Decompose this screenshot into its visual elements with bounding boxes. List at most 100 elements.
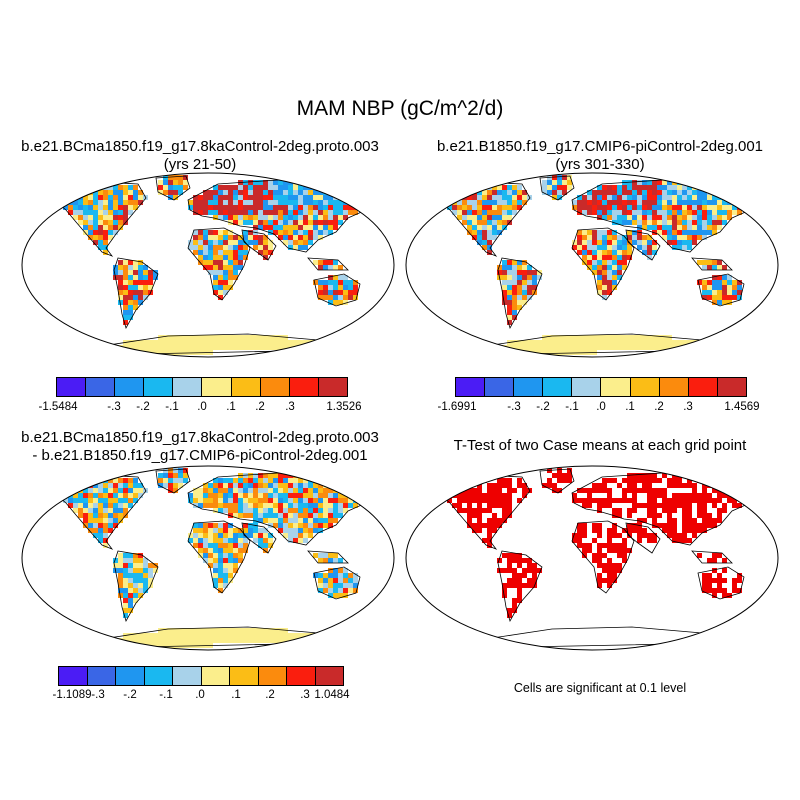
grid-cell [597,190,602,195]
grid-cell [83,215,88,220]
grid-cell [467,195,472,200]
grid-cell [487,493,492,498]
grid-cell [218,583,223,588]
grid-cell [228,230,233,235]
grid-cell [93,488,98,493]
grid-cell [338,285,343,290]
grid-cell [532,573,537,578]
grid-cell [218,255,223,260]
grid-cell [652,240,657,245]
grid-cell [303,225,308,230]
grid-cell [308,638,313,643]
grid-cell [532,578,537,583]
grid-cell [502,508,507,513]
grid-cell [472,235,477,240]
grid-cell [273,473,278,478]
grid-cell [208,230,213,235]
grid-cell [303,190,308,195]
grid-cell [677,478,682,483]
grid-cell [73,478,78,483]
grid-cell [602,488,607,493]
grid-cell [243,245,248,250]
grid-cell [712,290,717,295]
grid-cell [323,473,328,478]
grid-cell [108,508,113,513]
grid-cell [657,340,662,345]
grid-cell [258,190,263,195]
grid-cell [607,503,612,508]
grid-cell [238,628,243,633]
grid-cell [148,563,153,568]
grid-cell [542,190,547,195]
grid-cell [283,503,288,508]
grid-cell [567,478,572,483]
grid-cell [333,295,338,300]
grid-cell [83,205,88,210]
grid-cell [647,220,652,225]
colorbar-swatch [258,667,287,685]
panel-title-line1: b.e21.BCma1850.f19_g17.8kaControl-2deg.p… [21,138,379,155]
grid-cell [522,290,527,295]
grid-cell [597,230,602,235]
grid-cell [487,250,492,255]
grid-cell [592,260,597,265]
grid-cell [338,478,343,483]
grid-cell [557,345,562,350]
grid-cell [183,180,188,185]
grid-cell [303,518,308,523]
grid-cell [308,190,313,195]
grid-cell [243,210,248,215]
grid-cell [78,220,83,225]
grid-cell [572,538,577,543]
grid-cell [108,190,113,195]
grid-cell [597,280,602,285]
grid-cell [298,185,303,190]
grid-cell [98,220,103,225]
grid-cell [607,215,612,220]
grid-cell [278,210,283,215]
grid-cell [353,493,358,498]
grid-cell [662,185,667,190]
grid-cell [348,488,353,493]
grid-cell [602,280,607,285]
grid-cell [622,543,627,548]
grid-cell [173,185,178,190]
grid-cell [138,300,143,305]
grid-cell [612,200,617,205]
grid-cell [118,578,123,583]
grid-cell [592,558,597,563]
grid-cell [248,628,253,633]
grid-cell [223,290,228,295]
grid-cell [133,568,138,573]
grid-cell [627,215,632,220]
grid-cell [617,568,622,573]
colorbar-swatch [543,378,573,396]
grid-cell [447,200,452,205]
grid-cell [243,508,248,513]
grid-cell [73,483,78,488]
grid-cell [88,235,93,240]
grid-cell [482,225,487,230]
grid-cell [662,503,667,508]
grid-cell [113,513,118,518]
grid-cell [517,275,522,280]
panel-title-top-left: b.e21.BCma1850.f19_g17.8kaControl-2deg.p… [0,138,400,174]
grid-cell [213,285,218,290]
grid-cell [617,543,622,548]
grid-cell [293,633,298,638]
grid-cell [273,345,278,350]
grid-cell [128,598,133,603]
grid-cell [587,195,592,200]
grid-cell [323,498,328,503]
grid-cell [667,513,672,518]
grid-cell [722,185,727,190]
grid-cell [717,215,722,220]
grid-cell [198,250,203,255]
grid-cell [253,488,258,493]
grid-cell [732,190,737,195]
grid-cell [168,335,173,340]
grid-cell [318,638,323,643]
grid-cell [348,588,353,593]
grid-cell [592,483,597,488]
grid-cell [73,215,78,220]
